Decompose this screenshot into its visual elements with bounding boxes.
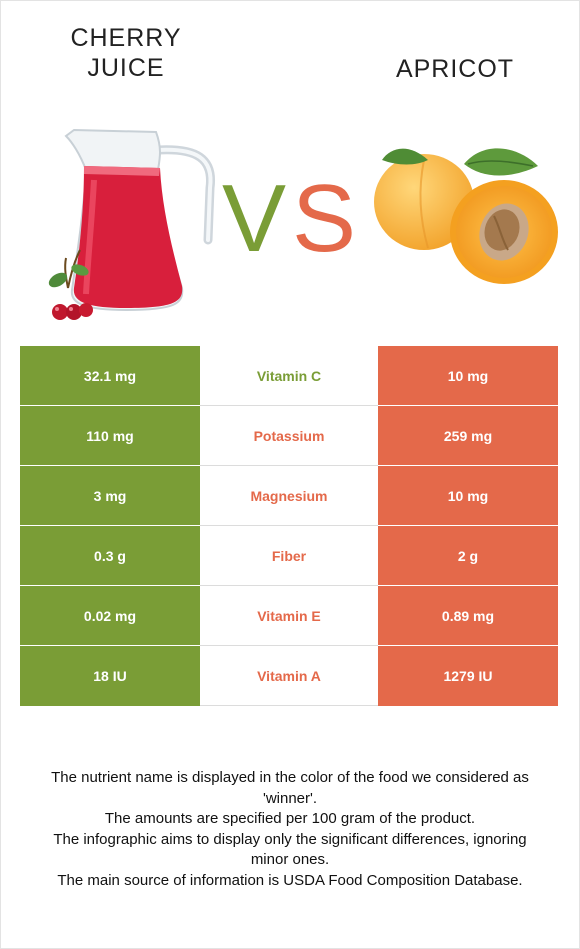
table-row: 32.1 mg Vitamin C 10 mg (20, 346, 558, 406)
right-value: 10 mg (378, 465, 558, 526)
table-row: 0.02 mg Vitamin E 0.89 mg (20, 585, 558, 646)
nutrient-name: Magnesium (200, 465, 378, 526)
footnote-winner-color: The nutrient name is displayed in the co… (51, 769, 529, 807)
nutrient-name: Vitamin A (200, 645, 378, 706)
footnotes: The nutrient name is displayed in the co… (36, 768, 544, 891)
right-value: 0.89 mg (378, 585, 558, 646)
right-value: 10 mg (378, 346, 558, 406)
comparison-table: 32.1 mg Vitamin C 10 mg 110 mg Potassium… (20, 346, 558, 706)
vs-label: V S (222, 165, 352, 265)
vs-v: V (222, 165, 286, 265)
left-food-title-line1: CHERRY (70, 24, 182, 52)
right-value: 1279 IU (378, 645, 558, 706)
right-food-title: APRICOT (395, 55, 515, 83)
nutrient-name: Potassium (200, 405, 378, 466)
table-row: 0.3 g Fiber 2 g (20, 525, 558, 586)
left-value: 0.02 mg (20, 585, 200, 646)
left-value: 32.1 mg (20, 346, 200, 406)
footnote-significant-differences: The infographic aims to display only the… (53, 830, 527, 869)
left-value: 110 mg (20, 405, 200, 466)
nutrient-name: Vitamin C (200, 346, 378, 406)
left-value: 3 mg (20, 465, 200, 526)
table-row: 18 IU Vitamin A 1279 IU (20, 645, 558, 706)
nutrient-name: Vitamin E (200, 585, 378, 646)
left-food-title-line2: JUICE (87, 54, 165, 82)
right-value: 259 mg (378, 405, 558, 466)
vs-s: S (292, 165, 352, 265)
left-value: 0.3 g (20, 525, 200, 586)
apricot-image (374, 148, 558, 284)
left-value: 18 IU (20, 645, 200, 706)
nutrient-name: Fiber (200, 525, 378, 586)
footnote-per-100g: The amounts are specified per 100 gram o… (104, 810, 476, 827)
cherry-juice-jug-image (48, 128, 216, 320)
footnote-source: The main source of information is USDA F… (57, 871, 523, 889)
table-row: 110 mg Potassium 259 mg (20, 405, 558, 466)
left-food-title: CHERRY JUICE (40, 23, 212, 83)
right-value: 2 g (378, 525, 558, 586)
table-row: 3 mg Magnesium 10 mg (20, 465, 558, 526)
